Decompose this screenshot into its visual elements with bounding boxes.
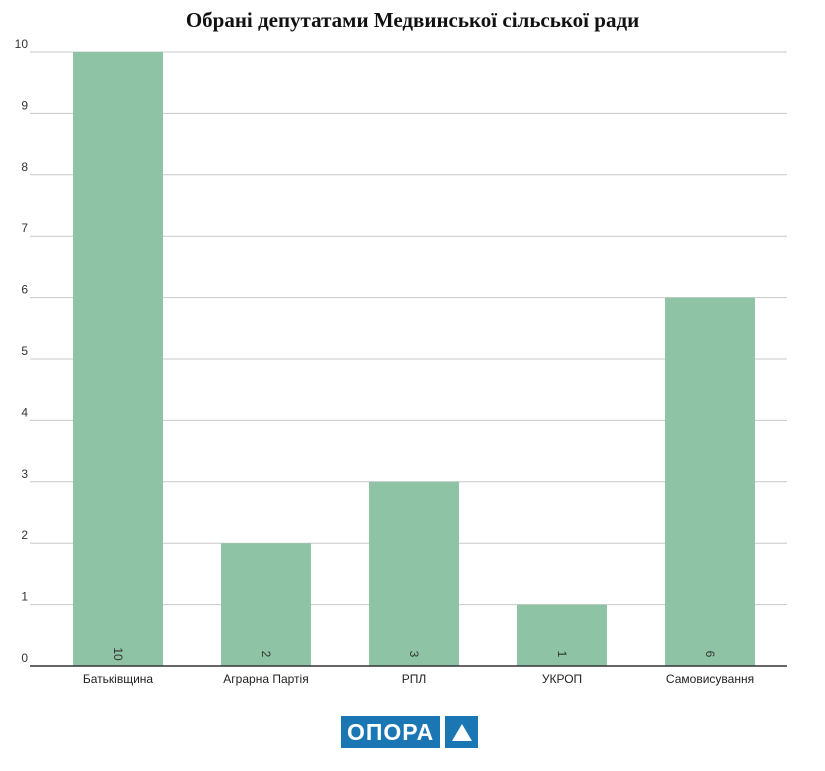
y-tick-label: 8 [21,160,28,174]
bar [73,52,163,666]
data-label: 1 [555,651,569,658]
y-tick-label: 4 [21,405,28,419]
chart-title: Обрані депутатами Медвинської сільської … [185,8,640,32]
y-tick-label: 10 [15,37,29,51]
opora-logo: ОПОРА [341,716,479,748]
bar [665,297,755,666]
y-tick-label: 9 [21,98,28,112]
logo-text: ОПОРА [341,716,441,748]
y-tick-label: 1 [21,590,28,604]
y-tick-label: 7 [21,221,28,235]
y-tick-label: 0 [21,651,28,665]
data-label: 3 [407,651,421,658]
bar [517,604,607,666]
y-axis-ticks: 0 1 2 3 4 5 6 7 8 9 10 [15,37,29,665]
x-category-label: Самовисування [666,672,754,686]
bars: 10 2 3 1 6 [73,52,755,666]
y-tick-label: 5 [21,344,28,358]
bar [221,543,311,666]
y-tick-label: 6 [21,283,28,297]
triangle-icon [445,716,479,748]
y-tick-label: 2 [21,528,28,542]
data-label: 2 [259,651,273,658]
data-label: 6 [703,651,717,658]
data-label: 10 [111,647,125,661]
x-category-label: Аграрна Партія [223,672,308,686]
x-category-label: УКРОП [542,672,582,686]
bar-chart: 0 1 2 3 4 5 6 7 8 9 10 10 2 3 1 6 Батьківщина Аграрна П… [15,37,787,686]
y-tick-label: 3 [21,467,28,481]
x-category-label: РПЛ [402,672,427,686]
bar [369,481,459,666]
x-category-label: Батьківщина [83,672,154,686]
x-axis: Батьківщина Аграрна Партія РПЛ УКРОП Самовис… [30,665,787,686]
